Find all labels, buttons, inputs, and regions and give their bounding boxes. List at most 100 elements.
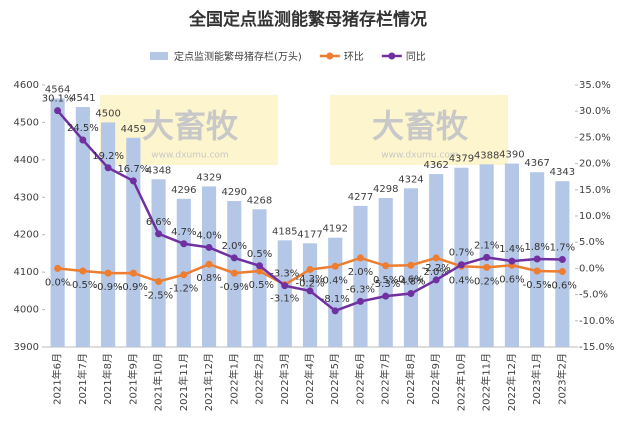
y2-tick-label: 10.0% xyxy=(579,211,611,222)
x-tick-label: 2022年12月 xyxy=(505,353,518,411)
x-tick-label: 2022年9月 xyxy=(429,353,442,405)
line-point xyxy=(205,260,213,268)
x-tick-label: 2022年4月 xyxy=(303,353,316,405)
line-point xyxy=(104,269,112,277)
line-value-label: -1.2% xyxy=(169,284,198,295)
line-point xyxy=(129,269,137,277)
line-point xyxy=(382,262,390,270)
watermark: 大畜牧 xyxy=(142,107,239,145)
line-point xyxy=(155,278,163,285)
line-point xyxy=(533,255,541,263)
bar-value-label: 4324 xyxy=(398,174,423,185)
bar-value-label: 4390 xyxy=(499,150,524,161)
y2-tick-label: 25.0% xyxy=(579,132,611,143)
y2-tick-label: -15.0% xyxy=(579,342,614,353)
line-value-label: 6.6% xyxy=(146,217,171,228)
line-point xyxy=(180,271,188,279)
line-value-label: 1.4% xyxy=(499,244,524,255)
legend-swatch xyxy=(388,52,396,60)
line-point xyxy=(483,253,491,261)
bar xyxy=(75,107,90,347)
line-point xyxy=(79,267,87,275)
y2-tick-label: 0.0% xyxy=(579,263,604,274)
line-point xyxy=(432,254,440,262)
watermark: www.dxumu.com xyxy=(151,151,228,161)
line-point xyxy=(104,164,112,172)
line-value-label: 0.6% xyxy=(398,274,423,285)
line-point xyxy=(54,107,62,115)
line-point xyxy=(230,254,238,262)
line-value-label: 2.0% xyxy=(222,241,247,252)
line-point xyxy=(558,268,566,276)
line-value-label: 0.0% xyxy=(45,277,70,288)
line-value-label: -3.1% xyxy=(270,294,299,305)
x-tick-label: 2022年7月 xyxy=(379,353,392,405)
line-point xyxy=(79,136,87,144)
line-value-label: 0.5% xyxy=(373,275,398,286)
legend-label: 环比 xyxy=(344,51,364,63)
line-value-label: -0.5% xyxy=(523,280,552,291)
bar xyxy=(555,181,570,347)
bar-value-label: 4362 xyxy=(423,160,448,171)
line-point xyxy=(356,297,364,305)
x-tick-label: 2021年6月 xyxy=(51,353,64,405)
y2-tick-label: 30.0% xyxy=(579,106,611,117)
line-point xyxy=(331,262,339,270)
line-value-label: -0.9% xyxy=(94,282,123,293)
line-value-label: -3.3% xyxy=(270,269,299,280)
line-point xyxy=(306,287,314,295)
line-value-label: -4.3% xyxy=(295,274,324,285)
bar-value-label: 4564 xyxy=(45,84,70,95)
y2-tick-label: 5.0% xyxy=(579,237,604,248)
x-tick-label: 2021年12月 xyxy=(202,353,215,411)
bar xyxy=(378,198,393,347)
line-point xyxy=(230,269,238,277)
bar xyxy=(277,240,292,347)
line-value-label: 19.2% xyxy=(92,151,124,162)
line-point xyxy=(180,240,188,248)
x-tick-label: 2022年3月 xyxy=(278,353,291,405)
bar-value-label: 4296 xyxy=(171,185,196,196)
x-tick-label: 2022年5月 xyxy=(328,353,341,405)
x-tick-label: 2022年10月 xyxy=(454,353,467,411)
line-point xyxy=(155,230,163,238)
x-tick-label: 2021年7月 xyxy=(76,353,89,405)
x-tick-label: 2022年6月 xyxy=(353,353,366,405)
bar xyxy=(101,122,116,347)
bar xyxy=(151,179,166,347)
line-value-label: -4.8% xyxy=(396,277,425,288)
line-point xyxy=(129,177,137,185)
line-value-label: -0.9% xyxy=(119,282,148,293)
line-value-label: 1.8% xyxy=(524,242,549,253)
y2-tick-label: 15.0% xyxy=(579,185,611,196)
bar-value-label: 4277 xyxy=(348,192,373,203)
bar-value-label: 4343 xyxy=(550,167,575,178)
bar-value-label: 4177 xyxy=(297,229,322,240)
x-tick-label: 2023年1月 xyxy=(530,353,543,405)
line-value-label: -5.3% xyxy=(371,279,400,290)
line-value-label: -2.5% xyxy=(144,291,173,302)
x-tick-label: 2022年1月 xyxy=(227,353,240,405)
bar-value-label: 4329 xyxy=(196,172,221,183)
line-value-label: 0.4% xyxy=(449,275,474,286)
line-value-label: -0.2% xyxy=(295,278,324,289)
bar xyxy=(252,209,267,347)
y2-tick-label: -5.0% xyxy=(579,290,608,301)
legend-swatch xyxy=(326,52,334,60)
bar-value-label: 4388 xyxy=(474,150,499,161)
line-point xyxy=(256,267,264,275)
line-value-label: 0.4% xyxy=(323,275,348,286)
watermark: www.dxumu.com xyxy=(381,151,458,161)
legend-label: 定点监测能繁母猪存栏(万头) xyxy=(174,50,302,63)
line-point xyxy=(407,290,415,298)
x-tick-label: 2022年11月 xyxy=(480,353,493,411)
line-value-label: -2.2% xyxy=(422,263,451,274)
bar-value-label: 4500 xyxy=(95,108,120,119)
line-value-label: 4.7% xyxy=(171,227,196,238)
line-value-label: 2.0% xyxy=(423,267,448,278)
line-value-label: 0.2% xyxy=(474,276,499,287)
legend-swatch xyxy=(150,52,168,60)
bar-value-label: 4192 xyxy=(323,224,348,235)
bar xyxy=(328,237,343,347)
x-tick-label: 2021年9月 xyxy=(126,353,139,405)
